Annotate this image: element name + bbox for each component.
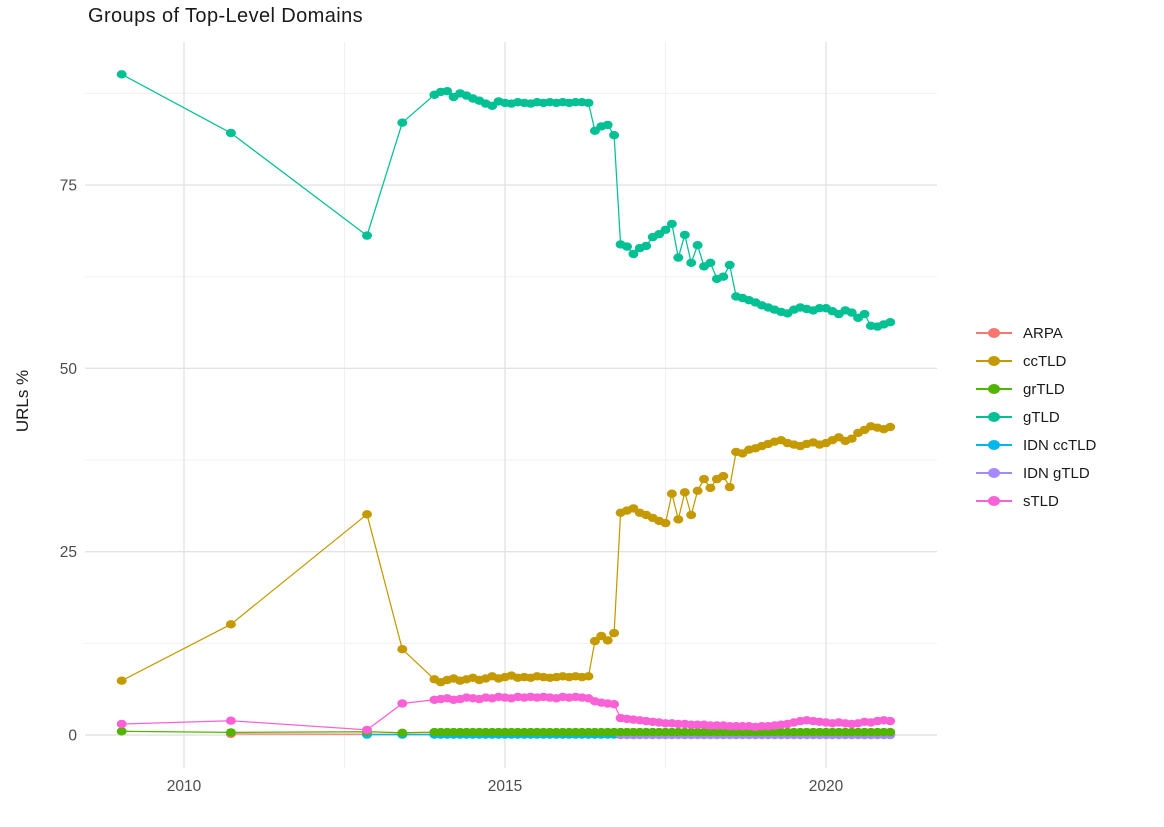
legend-label: IDN ccTLD	[1023, 436, 1097, 454]
legend-label: ARPA	[1023, 324, 1063, 342]
y-tick-label: 25	[60, 544, 77, 561]
legend-item-grtld: grTLD	[976, 375, 1096, 403]
legend-item-cctld: ccTLD	[976, 347, 1096, 375]
y-tick-label: 0	[68, 728, 77, 745]
x-tick-label: 2015	[488, 778, 522, 795]
y-tick-label: 75	[60, 178, 77, 195]
legend-item-arpa: ARPA	[976, 319, 1096, 347]
series-gtld	[116, 70, 896, 331]
legend-key-icon	[976, 380, 1012, 398]
series-grtld	[116, 727, 896, 737]
legend-key-icon	[976, 436, 1012, 454]
legend-label: sTLD	[1023, 492, 1059, 510]
legend-label: ccTLD	[1023, 352, 1067, 370]
legend-item-stld: sTLD	[976, 487, 1096, 515]
legend: ARPA ccTLD grTLD gTLD IDN ccTLD IDN gTLD sTLD	[976, 319, 1096, 515]
y-tick-label: 50	[60, 361, 78, 378]
x-axis-tick-labels: 2010 2015 2020	[167, 778, 844, 795]
legend-key-icon	[976, 492, 1012, 510]
legend-item-gtld: gTLD	[976, 403, 1096, 431]
chart-title: Groups of Top-Level Domains	[88, 5, 364, 27]
x-tick-label: 2010	[167, 778, 202, 795]
legend-item-idn-gtld: IDN gTLD	[976, 459, 1096, 487]
minor-gridlines	[85, 42, 937, 768]
y-axis-tick-labels: 0 25 50 75	[60, 178, 78, 745]
legend-label: IDN gTLD	[1023, 464, 1090, 482]
legend-key-icon	[976, 464, 1012, 482]
major-gridlines	[85, 42, 937, 768]
series-cctld	[116, 422, 896, 687]
legend-key-icon	[976, 408, 1012, 426]
legend-label: gTLD	[1023, 408, 1060, 426]
x-tick-label: 2020	[809, 778, 844, 795]
legend-label: grTLD	[1023, 380, 1065, 398]
legend-key-icon	[976, 324, 1012, 342]
series-stld	[116, 692, 896, 735]
legend-item-idn-cctld: IDN ccTLD	[976, 431, 1096, 459]
legend-key-icon	[976, 352, 1012, 370]
